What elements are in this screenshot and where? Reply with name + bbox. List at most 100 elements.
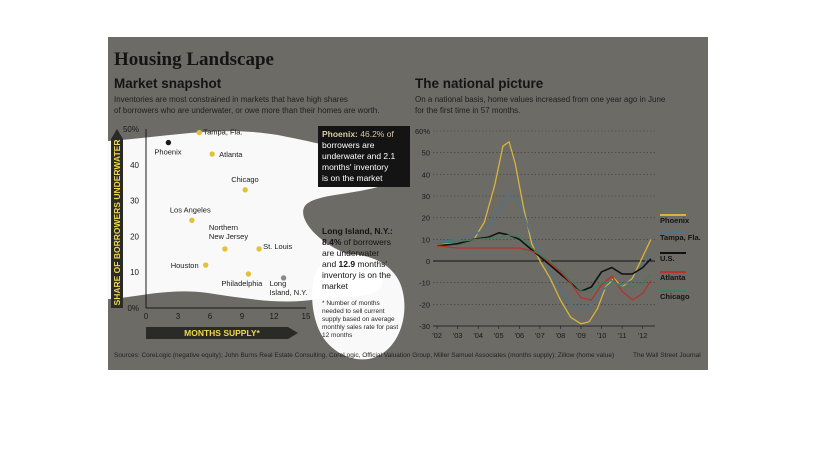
line-y-tick-label: 50 <box>422 149 430 158</box>
right-subtitle: The national picture <box>415 76 544 91</box>
long-island-callout-share-text: of borrowers <box>341 237 391 247</box>
phoenix-callout-title: Phoenix: <box>322 129 358 139</box>
line-x-tick-label: '08 <box>556 331 566 340</box>
scatter-x-tick-label: 15 <box>302 312 311 321</box>
legend-label-chicago: Chicago <box>660 292 690 301</box>
scatter-point-tampa-fla <box>196 129 203 136</box>
line-y-tick-label: -20 <box>419 300 430 309</box>
phoenix-callout-line-3: underwater and 2.1 <box>322 151 396 161</box>
line-y-tick-label: -30 <box>419 322 430 331</box>
scatter-y-tick-label: 0% <box>127 304 139 313</box>
line-x-tick-label: '12 <box>638 331 648 340</box>
credit-note: The Wall Street Journal <box>633 352 701 359</box>
legend-label-tampa-fla: Tampa, Fla. <box>660 233 701 242</box>
scatter-point-label-atlanta: Atlanta <box>219 150 243 159</box>
line-x-tick-label: '06 <box>514 331 524 340</box>
scatter-plot-area: 0% 10 20 30 40 50% 0 3 6 9 12 15 MONTHS SUPPLY* SHARE… <box>111 125 311 339</box>
scatter-y-tick-label: 40 <box>130 161 139 170</box>
phoenix-callout-line-2: borrowers are <box>322 140 375 150</box>
infographic-panel: Housing Landscape Market snapshot Invent… <box>108 37 708 370</box>
highlight-blob <box>312 254 405 360</box>
line-series-phoenix <box>437 141 652 325</box>
scatter-x-axis-title: MONTHS SUPPLY* <box>184 328 260 338</box>
line-plot-area: -30 -20 -10 0 10 20 30 40 50 60% '02 '03 '04 '05 '06 '0… <box>415 127 701 340</box>
scatter-point-label-philadelphia: Philadelphia <box>221 279 263 288</box>
line-y-tick-label: 10 <box>422 235 430 244</box>
legend-label-u-s: U.S. <box>660 254 675 263</box>
line-chart: -30 -20 -10 0 10 20 30 40 50 60% '02 '03 '04 '05 '06 '0… <box>415 127 701 340</box>
scatter-point-label-long-island-n-y: Island, N.Y. <box>270 288 308 297</box>
scatter-x-tick-label: 12 <box>270 312 279 321</box>
long-island-callout-months: 12.9 <box>338 259 356 269</box>
scatter-x-tick-label: 6 <box>208 312 213 321</box>
line-x-tick-label: '04 <box>473 331 483 340</box>
scatter-point-long-island-n-y <box>280 275 287 281</box>
phoenix-callout: Phoenix: 46.2% of borrowers are underwat… <box>318 126 410 187</box>
scatter-point-label-northern-new-jersey: Northern <box>209 223 238 232</box>
line-series-atlanta <box>437 245 652 301</box>
left-subtitle: Market snapshot <box>114 76 222 91</box>
long-island-callout-line-5: inventory is on the <box>322 270 391 280</box>
scatter-point-label-tampa-fla: Tampa, Fla. <box>203 128 242 137</box>
line-y-tick-label: 20 <box>422 214 430 223</box>
share-underwater-arrow <box>111 129 123 308</box>
scatter-y-tick-label: 10 <box>130 268 139 277</box>
scatter-y-tick-label: 20 <box>130 232 139 241</box>
line-y-tick-label: 60% <box>415 127 430 136</box>
scatter-point-atlanta <box>209 151 215 157</box>
scatter-point-philadelphia <box>245 271 252 277</box>
scatter-point-chicago <box>242 187 248 193</box>
scatter-point-label-st-louis: St. Louis <box>263 242 292 251</box>
scatter-point-label-long-island-n-y: Long <box>270 279 287 288</box>
legend-label-atlanta: Atlanta <box>660 273 686 282</box>
long-island-callout-share: 8.4% <box>322 237 342 247</box>
line-x-tick-label: '10 <box>597 331 607 340</box>
line-y-tick-label: 0 <box>426 257 430 266</box>
long-island-callout-line-3: are underwater <box>322 248 380 258</box>
left-description-line-1: Inventories are most constrained in mark… <box>114 95 348 104</box>
scatter-y-axis-title: SHARE OF BORROWERS UNDERWATER <box>112 140 122 306</box>
phoenix-callout-line-5: is on the market <box>322 173 383 183</box>
long-island-callout-and: and <box>322 259 339 269</box>
scatter-point-houston <box>203 262 209 268</box>
scatter-point-label-northern-new-jersey: New Jersey <box>209 232 248 241</box>
phoenix-callout-value: 46.2% of <box>357 129 394 139</box>
scatter-y-tick-label: 50% <box>123 125 139 134</box>
long-island-callout: Long Island, N.Y.: 8.4% of borrowers are… <box>318 223 410 343</box>
line-x-tick-label: '02 <box>432 331 442 340</box>
line-series-tampa-fla <box>437 193 652 310</box>
line-x-tick-label: '09 <box>576 331 586 340</box>
legend-label-phoenix: Phoenix <box>660 216 690 225</box>
scatter-y-tick-label: 30 <box>130 197 139 206</box>
left-description-line-2: of borrowers who are underwater, or owe … <box>114 106 380 115</box>
scatter-point-phoenix <box>165 139 172 146</box>
source-note: Sources: CoreLogic (negative equity); Jo… <box>114 352 615 359</box>
scatter-point-los-angeles <box>189 217 195 223</box>
line-series-u-s <box>437 232 652 293</box>
scatter-point-label-phoenix: Phoenix <box>154 148 181 157</box>
line-y-tick-label: 40 <box>422 170 430 179</box>
long-island-callout-months-text: months' <box>355 259 387 269</box>
main-title: Housing Landscape <box>114 49 274 70</box>
right-description-line-2: for the first time in 57 months. <box>415 106 521 115</box>
scatter-point-st-louis <box>256 246 262 252</box>
long-island-callout-line-6: market <box>322 281 348 291</box>
line-x-tick-label: '03 <box>453 331 463 340</box>
line-y-tick-label: -10 <box>419 279 430 288</box>
scatter-x-tick-label: 9 <box>240 312 245 321</box>
right-description-line-1: On a national basis, home values increas… <box>415 95 666 104</box>
scatter-x-tick-label: 3 <box>176 312 181 321</box>
months-supply-footnote: * Number of months needed to sell curren… <box>322 300 399 339</box>
line-x-tick-label: '05 <box>494 331 504 340</box>
months-supply-arrow <box>146 327 298 339</box>
scatter-point-northern-new-jersey <box>222 246 228 252</box>
phoenix-callout-line-4: months' inventory <box>322 162 389 172</box>
scatter-point-label-chicago: Chicago <box>231 175 259 184</box>
line-x-tick-label: '11 <box>618 331 627 340</box>
scatter-x-tick-label: 0 <box>144 312 149 321</box>
line-series-chicago <box>437 234 652 292</box>
line-y-tick-label: 30 <box>422 192 430 201</box>
scatter-point-label-houston: Houston <box>171 261 199 270</box>
scatter-point-label-los-angeles: Los Angeles <box>170 205 211 214</box>
long-island-callout-title: Long Island, N.Y.: <box>322 226 393 236</box>
